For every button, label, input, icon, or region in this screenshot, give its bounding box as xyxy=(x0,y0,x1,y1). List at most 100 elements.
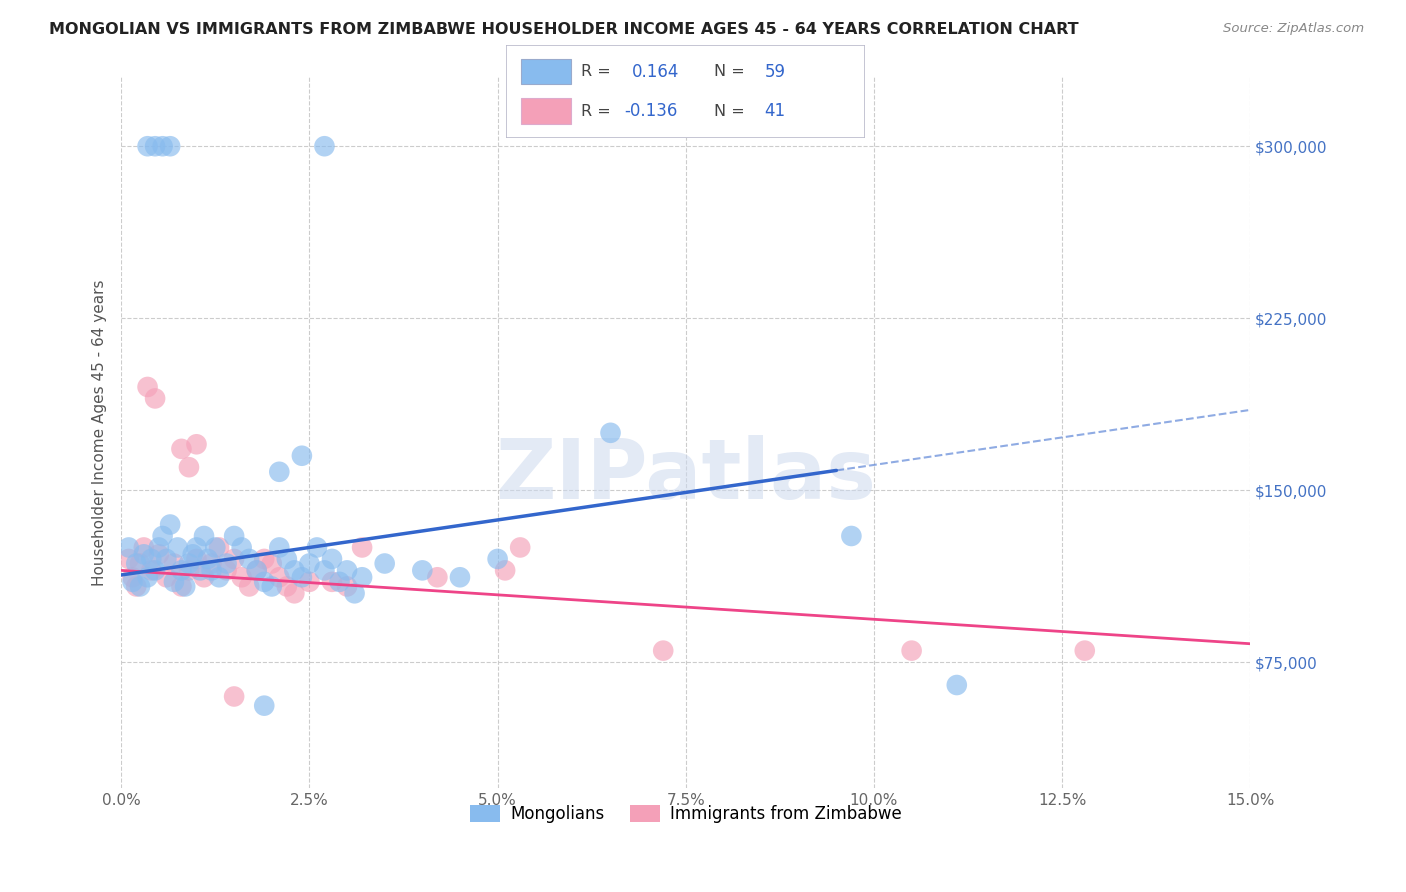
Point xyxy=(148,541,170,555)
Point xyxy=(486,552,509,566)
Point xyxy=(121,570,143,584)
Point xyxy=(246,563,269,577)
Point xyxy=(132,547,155,561)
Point xyxy=(900,643,922,657)
Point xyxy=(298,574,321,589)
Point xyxy=(170,563,193,577)
Point xyxy=(276,552,298,566)
Text: ZIPatlas: ZIPatlas xyxy=(495,435,876,516)
Point xyxy=(238,579,260,593)
Point xyxy=(269,541,291,555)
Point xyxy=(155,570,177,584)
Point xyxy=(260,579,283,593)
Point xyxy=(336,579,359,593)
FancyBboxPatch shape xyxy=(506,45,865,138)
Point xyxy=(143,563,166,577)
Point xyxy=(449,570,471,584)
Text: MONGOLIAN VS IMMIGRANTS FROM ZIMBABWE HOUSEHOLDER INCOME AGES 45 - 64 YEARS CORR: MONGOLIAN VS IMMIGRANTS FROM ZIMBABWE HO… xyxy=(49,22,1078,37)
Point xyxy=(143,139,166,153)
Point xyxy=(291,570,314,584)
Point xyxy=(163,574,186,589)
Point xyxy=(652,643,675,657)
Point xyxy=(148,547,170,561)
Point xyxy=(177,557,200,571)
Point xyxy=(269,570,291,584)
Point xyxy=(305,541,328,555)
Point xyxy=(426,570,449,584)
Text: 41: 41 xyxy=(765,103,786,120)
Point xyxy=(186,552,208,566)
Point xyxy=(170,579,193,593)
Point xyxy=(197,552,219,566)
Point xyxy=(193,570,215,584)
Point xyxy=(155,552,177,566)
Point xyxy=(193,529,215,543)
Point xyxy=(1074,643,1097,657)
Point xyxy=(215,563,238,577)
Text: Source: ZipAtlas.com: Source: ZipAtlas.com xyxy=(1223,22,1364,36)
Text: 59: 59 xyxy=(765,62,786,80)
Y-axis label: Householder Income Ages 45 - 64 years: Householder Income Ages 45 - 64 years xyxy=(93,279,107,586)
Point xyxy=(336,563,359,577)
Point xyxy=(166,541,188,555)
Point xyxy=(328,574,350,589)
Point xyxy=(253,574,276,589)
Text: N =: N = xyxy=(714,103,745,119)
Point xyxy=(125,557,148,571)
Point xyxy=(253,698,276,713)
Point xyxy=(181,547,204,561)
Point xyxy=(260,557,283,571)
Point xyxy=(186,437,208,451)
Point xyxy=(352,541,374,555)
Point xyxy=(152,139,174,153)
Legend: Mongolians, Immigrants from Zimbabwe: Mongolians, Immigrants from Zimbabwe xyxy=(464,798,908,830)
Point xyxy=(411,563,433,577)
Point xyxy=(152,529,174,543)
FancyBboxPatch shape xyxy=(520,98,571,124)
Point xyxy=(283,586,305,600)
Point xyxy=(509,541,531,555)
Point xyxy=(946,678,969,692)
Point xyxy=(170,442,193,456)
Point xyxy=(118,552,141,566)
Point xyxy=(136,139,159,153)
Text: R =: R = xyxy=(582,103,612,119)
Point xyxy=(136,570,159,584)
Point xyxy=(841,529,863,543)
Point xyxy=(125,579,148,593)
Point xyxy=(321,552,343,566)
Point xyxy=(118,541,141,555)
Point xyxy=(129,579,152,593)
Point xyxy=(159,517,181,532)
Point xyxy=(204,541,226,555)
Point xyxy=(174,579,197,593)
Point xyxy=(291,449,314,463)
Point xyxy=(374,557,396,571)
Point xyxy=(343,586,366,600)
Point xyxy=(231,541,253,555)
Point xyxy=(314,563,336,577)
Point xyxy=(186,541,208,555)
Point xyxy=(494,563,516,577)
Point xyxy=(129,557,152,571)
Point xyxy=(246,563,269,577)
Point xyxy=(163,557,186,571)
Point xyxy=(269,465,291,479)
Point xyxy=(208,541,231,555)
Point xyxy=(132,541,155,555)
Point xyxy=(141,552,163,566)
Text: -0.136: -0.136 xyxy=(624,103,678,120)
Point xyxy=(200,563,222,577)
Point xyxy=(224,690,246,704)
Point xyxy=(208,570,231,584)
Point xyxy=(200,557,222,571)
Point xyxy=(159,139,181,153)
Point xyxy=(224,552,246,566)
Point xyxy=(141,563,163,577)
Point xyxy=(352,570,374,584)
Point xyxy=(224,529,246,543)
Point xyxy=(121,574,143,589)
FancyBboxPatch shape xyxy=(520,59,571,85)
Text: N =: N = xyxy=(714,64,745,79)
Point xyxy=(215,557,238,571)
